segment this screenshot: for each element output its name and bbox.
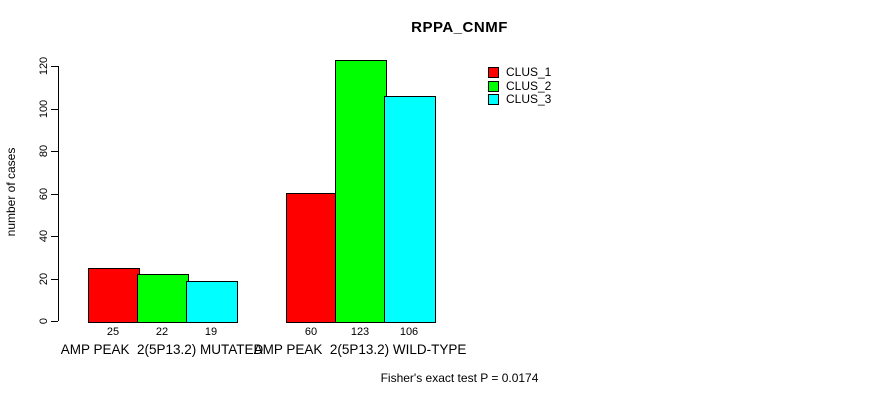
legend-label: CLUS_3: [506, 91, 552, 106]
legend-swatch: [488, 93, 499, 105]
y-axis-tick: [51, 108, 58, 110]
legend-label: CLUS_1: [506, 65, 552, 80]
footnote: Fisher's exact test P = 0.0174: [380, 371, 539, 385]
bar-value-label: 19: [204, 326, 218, 338]
category-label: AMP PEAK 2(5P13.2) MUTATED: [60, 342, 264, 357]
bar-value-label: 106: [399, 326, 419, 338]
bar-value-label: 22: [155, 326, 169, 338]
y-axis-tick: [51, 321, 58, 322]
y-tick-label: 60: [38, 187, 50, 200]
bar-clus_3-group1: [186, 281, 238, 323]
y-axis-tick: [51, 193, 58, 195]
y-axis-tick: [51, 151, 58, 152]
y-tick-label: 20: [38, 272, 50, 285]
bar-clus_2-group1: [137, 274, 189, 323]
legend-swatch: [488, 80, 499, 92]
bar-clus_1-group1: [88, 268, 140, 323]
chart-title: RPPA_CNMF: [411, 19, 508, 36]
legend-swatch: [488, 67, 499, 79]
y-axis-tick: [51, 236, 58, 237]
y-tick-label: 0: [38, 317, 50, 325]
legend-label: CLUS_2: [506, 78, 552, 93]
y-tick-label: 80: [38, 144, 50, 158]
bar-value-label: 60: [304, 326, 318, 338]
y-axis-tick: [51, 278, 58, 280]
bar-clus_3-group2: [384, 96, 436, 323]
y-tick-label: 100: [38, 99, 50, 118]
y-axis-tick: [51, 66, 58, 67]
category-label: AMP PEAK 2(5P13.2) WILD-TYPE: [253, 342, 467, 357]
y-tick-label: 40: [38, 229, 50, 243]
bar-clus_2-group2: [335, 60, 387, 323]
bar-value-label: 25: [106, 326, 120, 338]
y-tick-label: 120: [38, 56, 50, 76]
legend-item: CLUS_2: [488, 79, 551, 92]
y-axis-line: [58, 66, 59, 321]
bar-clus_1-group2: [286, 193, 338, 323]
legend-item: CLUS_1: [488, 66, 551, 79]
legend: CLUS_1 CLUS_2 CLUS_3: [488, 66, 551, 106]
legend-item: CLUS_3: [488, 91, 552, 106]
bar-value-label: 123: [350, 326, 370, 338]
